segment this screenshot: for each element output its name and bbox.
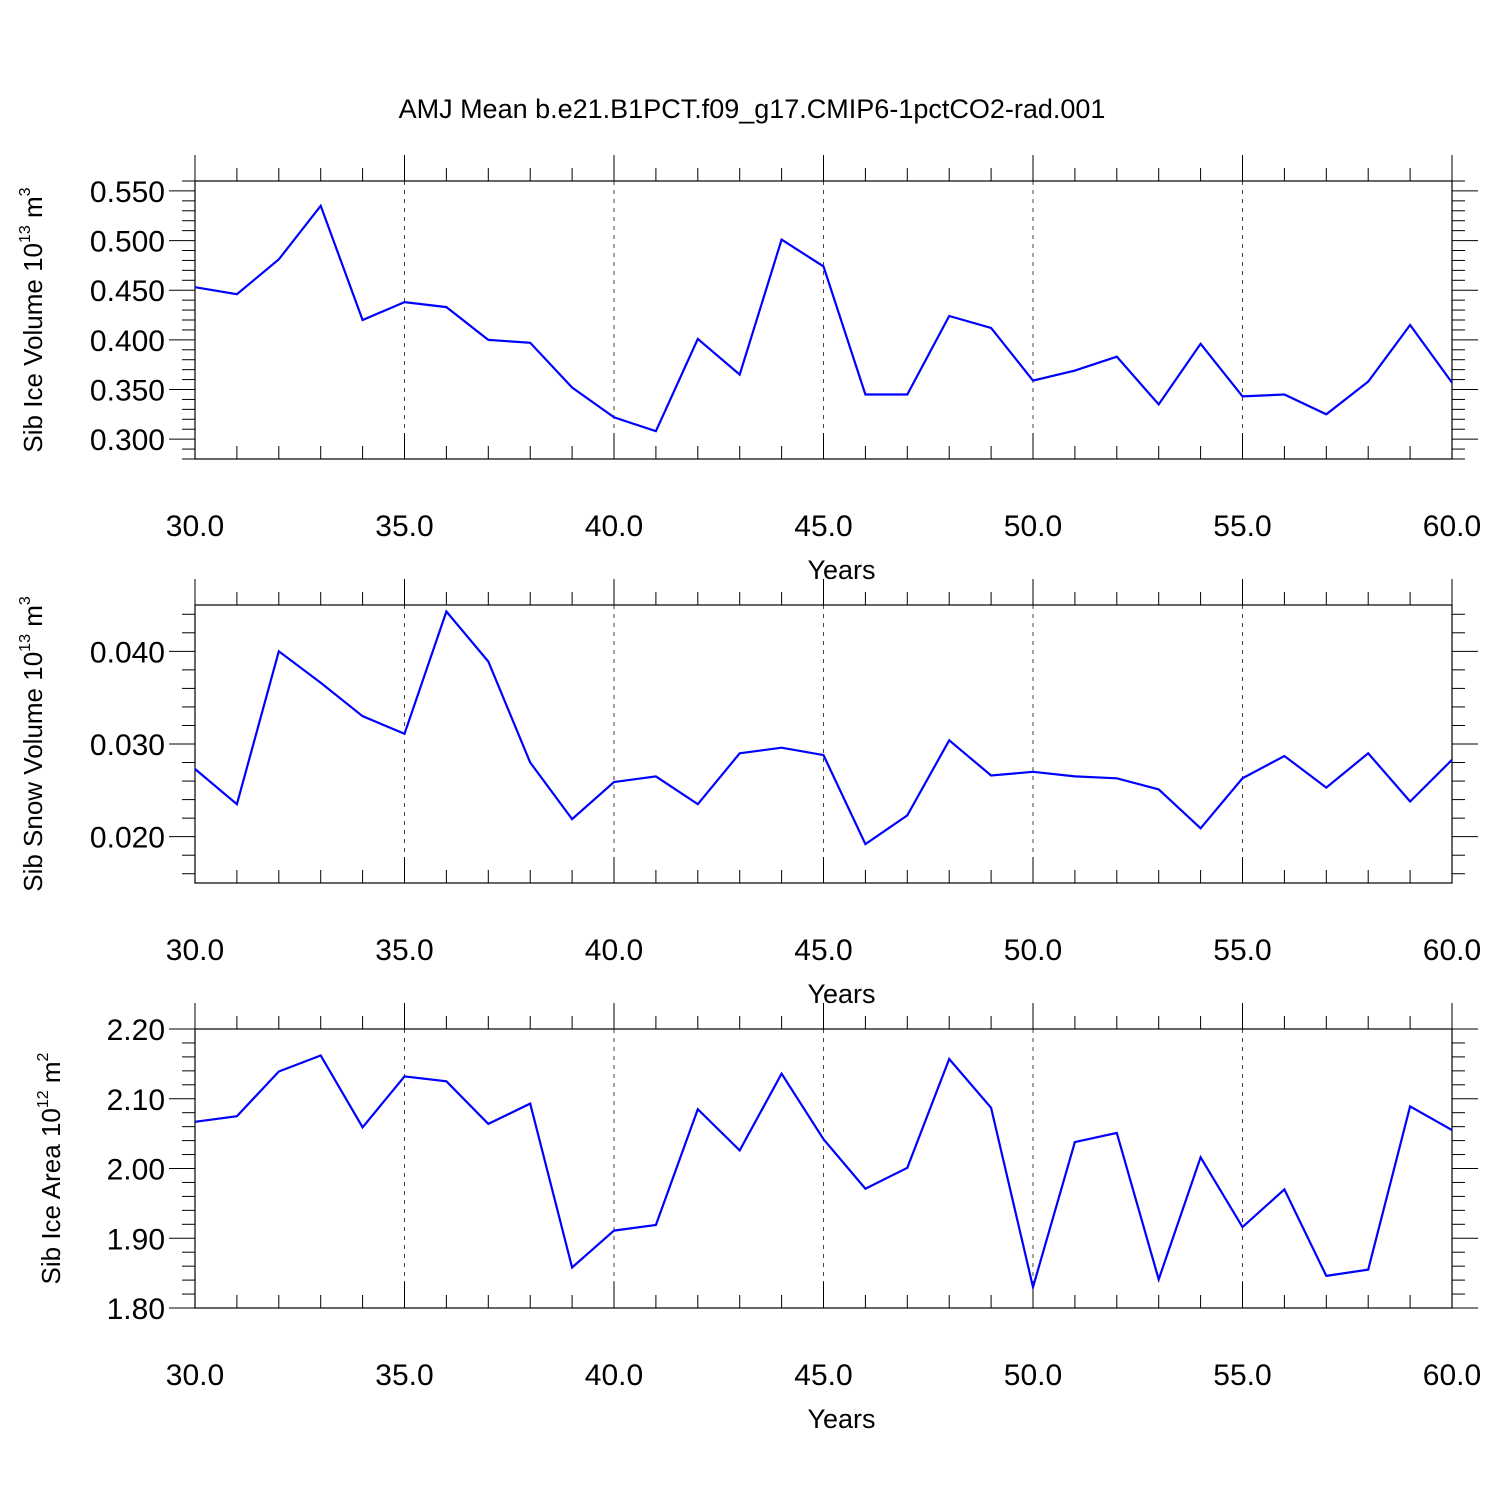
panels: 30.0 35.0 40.0 45.0 50.0 55.0 60.0 0.300 0.350 0.…: [17, 155, 1481, 1434]
x-tick-label: 50.0: [1004, 1359, 1062, 1392]
x-tick-label: 30.0: [166, 934, 224, 967]
y-axis-label: Sib Ice Area 1012 m2: [35, 1052, 66, 1284]
y-axis-label-text: Sib Snow Volume 10: [18, 652, 48, 892]
y-axis-label-exponent: 13: [17, 225, 34, 243]
x-axis-label: Years: [807, 979, 875, 1009]
y-axis-label-unit: m: [18, 605, 48, 634]
x-axis-label: Years: [807, 1404, 875, 1434]
y-tick-label: 0.300: [90, 424, 165, 457]
series-line: [194, 1054, 1453, 1292]
y-tick-label: 1.90: [107, 1223, 165, 1256]
series-line: [194, 609, 1453, 846]
y-tick-label: 0.030: [90, 729, 165, 762]
y-axis-label-text: Sib Ice Area 10: [36, 1108, 66, 1284]
x-tick-label: 45.0: [794, 934, 852, 967]
y-axis-label: Sib Ice Volume 1013 m3: [17, 187, 48, 452]
x-tick-label: 60.0: [1423, 1359, 1481, 1392]
y-tick-label: 1.80: [107, 1293, 165, 1326]
panel-2: 30.0 35.0 40.0 45.0 50.0 55.0 60.0 0.020 0.030 0.…: [17, 579, 1481, 1009]
series-line: [194, 203, 1453, 433]
y-tick-label: 0.550: [90, 176, 165, 209]
x-tick-label: 60.0: [1423, 934, 1481, 967]
x-tick-label: 50.0: [1004, 510, 1062, 543]
figure-title: AMJ Mean b.e21.B1PCT.f09_g17.CMIP6-1pctC…: [399, 94, 1106, 124]
y-axis-label-unit-exponent: 2: [35, 1052, 52, 1061]
x-axis-label: Years: [807, 555, 875, 585]
panel-3: 30.0 35.0 40.0 45.0 50.0 55.0 60.0 1.80 1.90 2.00…: [35, 1003, 1481, 1434]
y-axis-label-unit: m: [36, 1061, 66, 1090]
x-tick-label: 35.0: [375, 510, 433, 543]
x-tick-label: 50.0: [1004, 934, 1062, 967]
y-axis-label-text: Sib Ice Volume 10: [18, 243, 48, 453]
y-axis-label-unit-exponent: 3: [17, 596, 34, 605]
x-tick-label: 55.0: [1213, 1359, 1271, 1392]
x-tick-label: 35.0: [375, 934, 433, 967]
y-tick-label: 0.500: [90, 226, 165, 259]
y-tick-label: 0.400: [90, 325, 165, 358]
y-tick-label: 0.450: [90, 275, 165, 308]
x-tick-label: 40.0: [585, 510, 643, 543]
y-tick-label: 2.20: [107, 1014, 165, 1047]
y-tick-label: 0.040: [90, 636, 165, 669]
y-tick-label: 2.10: [107, 1084, 165, 1117]
x-tick-label: 45.0: [794, 510, 852, 543]
x-tick-label: 55.0: [1213, 510, 1271, 543]
panel-1: 30.0 35.0 40.0 45.0 50.0 55.0 60.0 0.300 0.350 0.…: [17, 155, 1481, 585]
y-axis-label-unit: m: [18, 196, 48, 225]
y-tick-label: 2.00: [107, 1154, 165, 1187]
y-axis-label-unit-exponent: 3: [17, 187, 34, 196]
x-tick-label: 60.0: [1423, 510, 1481, 543]
x-tick-label: 30.0: [166, 1359, 224, 1392]
x-tick-label: 30.0: [166, 510, 224, 543]
x-tick-label: 45.0: [794, 1359, 852, 1392]
x-tick-label: 35.0: [375, 1359, 433, 1392]
y-tick-label: 0.350: [90, 375, 165, 408]
y-axis-label-exponent: 12: [35, 1090, 52, 1108]
x-tick-label: 40.0: [585, 1359, 643, 1392]
x-tick-label: 40.0: [585, 934, 643, 967]
y-axis-label-exponent: 13: [17, 634, 34, 652]
x-tick-label: 55.0: [1213, 934, 1271, 967]
y-tick-label: 0.020: [90, 822, 165, 855]
y-axis-label: Sib Snow Volume 1013 m3: [17, 596, 48, 892]
